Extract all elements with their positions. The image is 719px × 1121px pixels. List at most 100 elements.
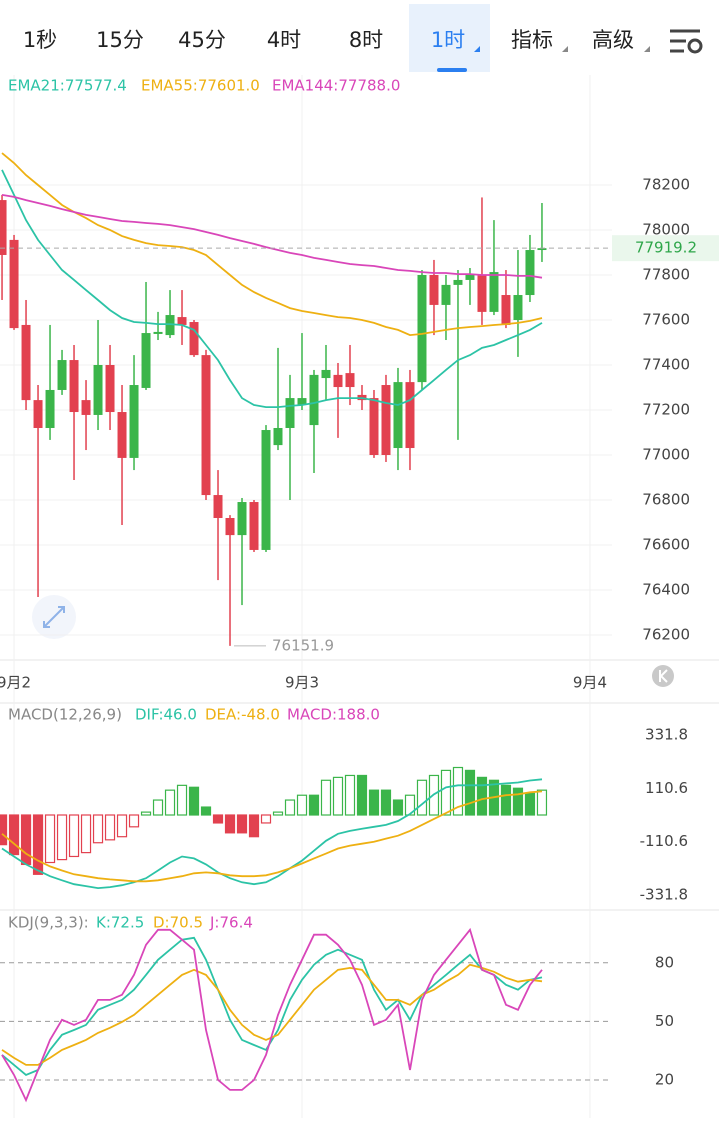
macd-bar [452,766,464,816]
macd-bar [176,784,188,816]
candle-body [501,295,511,325]
candle-body [345,373,355,388]
macd-bar [500,784,512,816]
y-tick-label: -331.8 [640,886,688,904]
indicator-line [1,778,543,890]
y-tick-label: 76800 [642,491,690,509]
y-tick-label: 77600 [642,311,690,329]
candle-body [465,275,475,280]
macd-bar [536,789,548,816]
tab[interactable]: 4时 [267,28,301,52]
tab[interactable]: 1秒 [23,28,57,52]
macd-bar [200,806,212,816]
y-tick-label: 110.6 [645,779,688,797]
y-tick-label: 76200 [642,626,690,644]
legend-entry: EMA144:77788.0 [272,77,400,95]
tab[interactable]: 高级 [592,28,634,52]
candle-body [81,400,91,415]
macd-bar [80,814,92,854]
macd-bar [512,787,524,816]
indicator-title: MACD(12,26,9) [8,706,122,724]
candle-body [429,275,439,305]
candle-body [405,382,415,449]
candle-body [129,385,139,458]
macd-bar [128,814,140,828]
tab[interactable]: 15分 [96,28,144,52]
legend-entry: DEA:-48.0 [205,706,280,724]
indicator-title: KDJ(9,3,3): [8,914,89,932]
macd-bar [272,811,284,816]
legend-entry: EMA21:77577.4 [8,77,127,95]
macd-bar [464,769,476,816]
candle-body [369,398,379,455]
y-tick-label: 77200 [642,401,690,419]
macd-bar [284,799,296,816]
y-tick-label: 78000 [642,221,690,239]
macd-bar [380,789,392,816]
macd-bar [44,814,56,864]
y-tick-label: 331.8 [645,726,688,744]
candle-body [537,248,547,251]
candle-body [69,360,79,413]
last-price-label: 77919.2 [635,239,697,257]
candle-body [321,369,331,379]
settings-icon[interactable] [670,29,703,54]
macd-bar [392,799,404,816]
ema-line [1,194,543,279]
plot-area [0,152,547,646]
candle-body [177,317,187,325]
candle-body [45,389,55,428]
macd-bar [524,792,536,816]
indicator-line [1,927,543,1103]
expand-icon[interactable] [32,595,76,639]
y-tick-label: -110.6 [640,832,688,850]
candle-body [309,374,319,426]
candle-body [0,200,7,255]
macd-bar [104,814,116,841]
candle-body [237,502,247,536]
macd-bar [440,769,452,816]
legend-entry: K:72.5 [96,914,144,932]
macd-bar [320,779,332,816]
macd-bar [224,814,236,834]
candle-body [33,400,43,428]
candle-body [525,250,535,296]
candle-body [393,382,403,449]
indicator-line [1,936,543,1076]
macd-bar [32,814,44,875]
indicator-line [1,963,543,1066]
macd-bar [236,814,248,834]
macd-bar [68,814,80,858]
macd-bar [416,779,428,816]
tab[interactable]: 1时 [431,28,465,52]
macd-bar [344,774,356,816]
candle-body [249,502,259,550]
legend-entry: D:70.5 [153,914,203,932]
scroll-latest-icon[interactable] [652,665,674,687]
candle-body [189,322,199,356]
candle-body [105,365,115,413]
tab[interactable]: 8时 [349,28,383,52]
candle-body [9,239,19,329]
macd-bar [212,814,224,824]
candle-body [441,284,451,305]
plot-area [0,766,548,890]
macd-bar [476,776,488,816]
legend-entry: EMA55:77601.0 [141,77,260,95]
tab[interactable]: 45分 [178,28,226,52]
macd-bar [260,814,272,824]
active-tab-indicator [437,68,467,72]
candle-body [417,275,427,383]
tab[interactable]: 指标 [511,28,553,52]
y-tick-label: 50 [655,1012,674,1030]
indicator-line [1,790,543,883]
macd-bar [20,814,32,866]
y-tick-label: 77000 [642,446,690,464]
candle-body [93,365,103,415]
last-price-tag [612,235,719,262]
candle-body [165,315,175,336]
legend-entry: MACD:188.0 [287,706,380,724]
x-tick-label: 9月4 [573,674,607,692]
candle-body [57,360,67,390]
